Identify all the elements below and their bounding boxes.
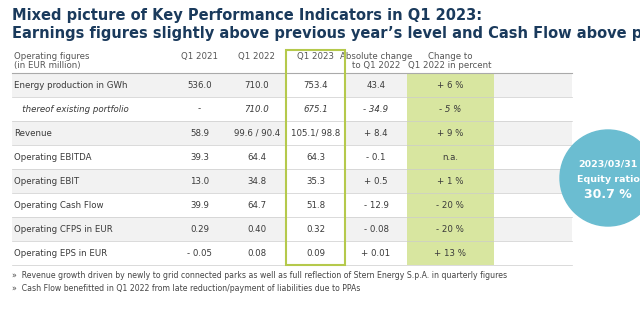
Text: 536.0: 536.0 bbox=[188, 80, 212, 89]
Text: + 8.4: + 8.4 bbox=[364, 129, 388, 138]
Text: thereof existing portfolio: thereof existing portfolio bbox=[14, 105, 129, 113]
Bar bbox=[12, 217, 572, 241]
Text: Earnings figures slightly above previous year’s level and Cash Flow above plan: Earnings figures slightly above previous… bbox=[12, 26, 640, 41]
Text: Mixed picture of Key Performance Indicators in Q1 2023:: Mixed picture of Key Performance Indicat… bbox=[12, 8, 482, 23]
Bar bbox=[12, 145, 572, 169]
Text: 0.29: 0.29 bbox=[190, 224, 209, 234]
Circle shape bbox=[560, 130, 640, 226]
Bar bbox=[407, 193, 493, 217]
Bar bbox=[12, 50, 572, 73]
Text: n.a.: n.a. bbox=[442, 152, 458, 162]
Text: 35.3: 35.3 bbox=[306, 176, 325, 185]
Text: 0.32: 0.32 bbox=[306, 224, 325, 234]
Bar bbox=[12, 169, 572, 193]
Bar bbox=[407, 145, 493, 169]
Bar bbox=[287, 241, 345, 265]
Bar bbox=[287, 121, 345, 145]
Text: 0.08: 0.08 bbox=[248, 248, 267, 257]
Text: 34.8: 34.8 bbox=[248, 176, 267, 185]
Text: - 0.08: - 0.08 bbox=[364, 224, 388, 234]
Text: Revenue: Revenue bbox=[14, 129, 52, 138]
Bar bbox=[287, 145, 345, 169]
Text: Equity ratio: Equity ratio bbox=[577, 174, 639, 183]
Text: Operating CFPS in EUR: Operating CFPS in EUR bbox=[14, 224, 113, 234]
Text: 0.40: 0.40 bbox=[248, 224, 267, 234]
Bar bbox=[407, 217, 493, 241]
Text: (in EUR million): (in EUR million) bbox=[14, 61, 81, 70]
Text: 64.7: 64.7 bbox=[248, 201, 267, 210]
Text: - 0.1: - 0.1 bbox=[366, 152, 386, 162]
Text: Absolute change: Absolute change bbox=[340, 52, 412, 61]
Bar bbox=[12, 121, 572, 145]
Text: »  Revenue growth driven by newly to grid connected parks as well as full reflec: » Revenue growth driven by newly to grid… bbox=[12, 271, 507, 280]
Text: - 12.9: - 12.9 bbox=[364, 201, 388, 210]
Bar bbox=[287, 97, 345, 121]
Bar bbox=[12, 193, 572, 217]
Text: 753.4: 753.4 bbox=[303, 80, 328, 89]
Text: 30.7 %: 30.7 % bbox=[584, 187, 632, 201]
Text: - 5 %: - 5 % bbox=[439, 105, 461, 113]
Text: - 20 %: - 20 % bbox=[436, 201, 464, 210]
Bar bbox=[407, 73, 493, 97]
Text: Operating EPS in EUR: Operating EPS in EUR bbox=[14, 248, 108, 257]
Text: 0.09: 0.09 bbox=[307, 248, 325, 257]
Text: + 6 %: + 6 % bbox=[437, 80, 463, 89]
Text: + 0.01: + 0.01 bbox=[362, 248, 390, 257]
Text: Operating Cash Flow: Operating Cash Flow bbox=[14, 201, 104, 210]
Text: 2023/03/31: 2023/03/31 bbox=[579, 160, 637, 169]
Text: + 9 %: + 9 % bbox=[437, 129, 463, 138]
Text: - 20 %: - 20 % bbox=[436, 224, 464, 234]
Text: 39.9: 39.9 bbox=[190, 201, 209, 210]
Text: Operating EBITDA: Operating EBITDA bbox=[14, 152, 92, 162]
Text: 64.4: 64.4 bbox=[248, 152, 267, 162]
Text: »  Cash Flow benefitted in Q1 2022 from late reduction/payment of liabilities du: » Cash Flow benefitted in Q1 2022 from l… bbox=[12, 284, 360, 293]
Text: - 34.9: - 34.9 bbox=[364, 105, 388, 113]
Text: Energy production in GWh: Energy production in GWh bbox=[14, 80, 127, 89]
Text: 710.0: 710.0 bbox=[244, 80, 269, 89]
Text: + 13 %: + 13 % bbox=[434, 248, 466, 257]
Text: Q1 2022 in percent: Q1 2022 in percent bbox=[408, 61, 492, 70]
Text: 99.6 / 90.4: 99.6 / 90.4 bbox=[234, 129, 280, 138]
Text: 105.1/ 98.8: 105.1/ 98.8 bbox=[291, 129, 340, 138]
Bar bbox=[12, 73, 572, 97]
Bar bbox=[407, 97, 493, 121]
Text: 64.3: 64.3 bbox=[306, 152, 325, 162]
Text: Operating figures: Operating figures bbox=[14, 52, 90, 61]
Text: - 0.05: - 0.05 bbox=[187, 248, 212, 257]
Bar bbox=[287, 50, 345, 265]
Text: Q1 2021: Q1 2021 bbox=[181, 52, 218, 61]
Text: to Q1 2022: to Q1 2022 bbox=[352, 61, 400, 70]
Bar bbox=[12, 97, 572, 121]
Text: Change to: Change to bbox=[428, 52, 472, 61]
Bar bbox=[287, 217, 345, 241]
Text: Q1 2022: Q1 2022 bbox=[239, 52, 275, 61]
Bar bbox=[12, 241, 572, 265]
Bar bbox=[407, 121, 493, 145]
Text: 58.9: 58.9 bbox=[190, 129, 209, 138]
Text: 13.0: 13.0 bbox=[190, 176, 209, 185]
Bar bbox=[287, 193, 345, 217]
Text: -: - bbox=[198, 105, 201, 113]
Text: 710.0: 710.0 bbox=[244, 105, 269, 113]
Text: 43.4: 43.4 bbox=[367, 80, 385, 89]
Text: + 0.5: + 0.5 bbox=[364, 176, 388, 185]
Text: Q1 2023: Q1 2023 bbox=[298, 52, 334, 61]
Bar bbox=[287, 169, 345, 193]
Bar bbox=[287, 73, 345, 97]
Text: Operating EBIT: Operating EBIT bbox=[14, 176, 79, 185]
Text: 51.8: 51.8 bbox=[306, 201, 325, 210]
Text: 39.3: 39.3 bbox=[190, 152, 209, 162]
Text: 675.1: 675.1 bbox=[303, 105, 328, 113]
Text: + 1 %: + 1 % bbox=[437, 176, 463, 185]
Bar bbox=[407, 169, 493, 193]
Bar bbox=[407, 241, 493, 265]
